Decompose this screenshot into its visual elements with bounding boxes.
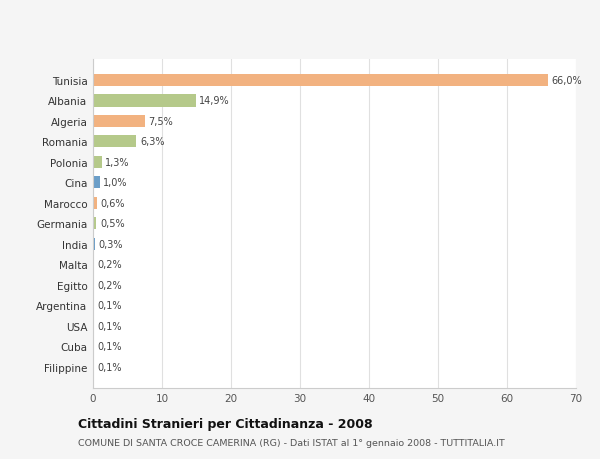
Bar <box>93 258 94 271</box>
Bar <box>93 136 136 148</box>
Bar <box>93 299 94 312</box>
Text: 0,5%: 0,5% <box>100 219 125 229</box>
Text: COMUNE DI SANTA CROCE CAMERINA (RG) - Dati ISTAT al 1° gennaio 2008 - TUTTITALIA: COMUNE DI SANTA CROCE CAMERINA (RG) - Da… <box>78 438 505 447</box>
Text: 0,2%: 0,2% <box>98 260 122 269</box>
Text: 6,3%: 6,3% <box>140 137 164 147</box>
Text: 0,1%: 0,1% <box>97 341 122 351</box>
Bar <box>93 279 94 291</box>
Bar <box>93 116 145 128</box>
Text: 0,1%: 0,1% <box>97 362 122 372</box>
Bar <box>93 361 94 373</box>
Text: 0,2%: 0,2% <box>98 280 122 290</box>
Text: 0,6%: 0,6% <box>101 198 125 208</box>
Bar <box>93 320 94 332</box>
Text: 0,1%: 0,1% <box>97 321 122 331</box>
Text: 7,5%: 7,5% <box>148 117 173 127</box>
Bar <box>93 218 97 230</box>
Bar <box>93 177 100 189</box>
Text: 1,3%: 1,3% <box>106 157 130 168</box>
Bar <box>93 340 94 353</box>
Bar <box>93 238 95 250</box>
Bar <box>93 95 196 107</box>
Text: 0,3%: 0,3% <box>98 239 123 249</box>
Bar <box>93 197 97 209</box>
Text: 14,9%: 14,9% <box>199 96 230 106</box>
Text: 0,1%: 0,1% <box>97 301 122 310</box>
Text: 1,0%: 1,0% <box>103 178 128 188</box>
Text: 66,0%: 66,0% <box>552 76 583 86</box>
Bar <box>93 157 102 168</box>
Bar <box>93 74 548 87</box>
Text: Cittadini Stranieri per Cittadinanza - 2008: Cittadini Stranieri per Cittadinanza - 2… <box>78 417 373 430</box>
